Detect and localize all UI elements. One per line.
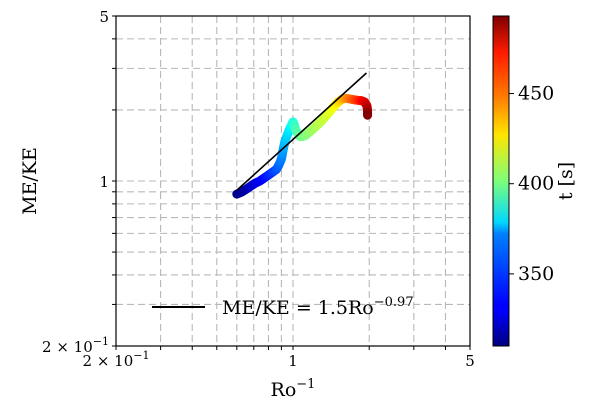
y-axis-label: ME/KE	[19, 147, 41, 215]
colorbar-label: t [s]	[555, 162, 577, 200]
data-point	[363, 110, 373, 120]
x-tick-label: 1	[288, 352, 298, 370]
x-tick-label: 2 × 10−1	[83, 349, 150, 370]
legend-label: ME/KE = 1.5Ro−0.97	[222, 295, 414, 319]
colorbar-ticks: 350 400 450	[509, 83, 554, 285]
x-axis-label: Ro−1	[271, 377, 316, 401]
fit-line	[236, 72, 367, 191]
x-tick-label: 5	[465, 352, 475, 370]
colorbar	[492, 15, 510, 347]
colorbar-tick-label: 400	[518, 173, 554, 195]
y-ticks: 2 × 10−1 1 5	[42, 8, 116, 356]
colorbar-tick-label: 350	[518, 263, 554, 285]
x-ticks: 2 × 10−1 1 5	[83, 346, 475, 370]
colorbar-tick-label: 450	[518, 83, 554, 105]
y-tick-label: 2 × 10−1	[42, 335, 109, 356]
fit-line-layer	[236, 72, 367, 191]
grid	[116, 16, 470, 346]
legend: ME/KE = 1.5Ro−0.97	[152, 295, 414, 319]
y-tick-label: 1	[99, 173, 109, 191]
y-tick-label: 5	[99, 8, 109, 26]
